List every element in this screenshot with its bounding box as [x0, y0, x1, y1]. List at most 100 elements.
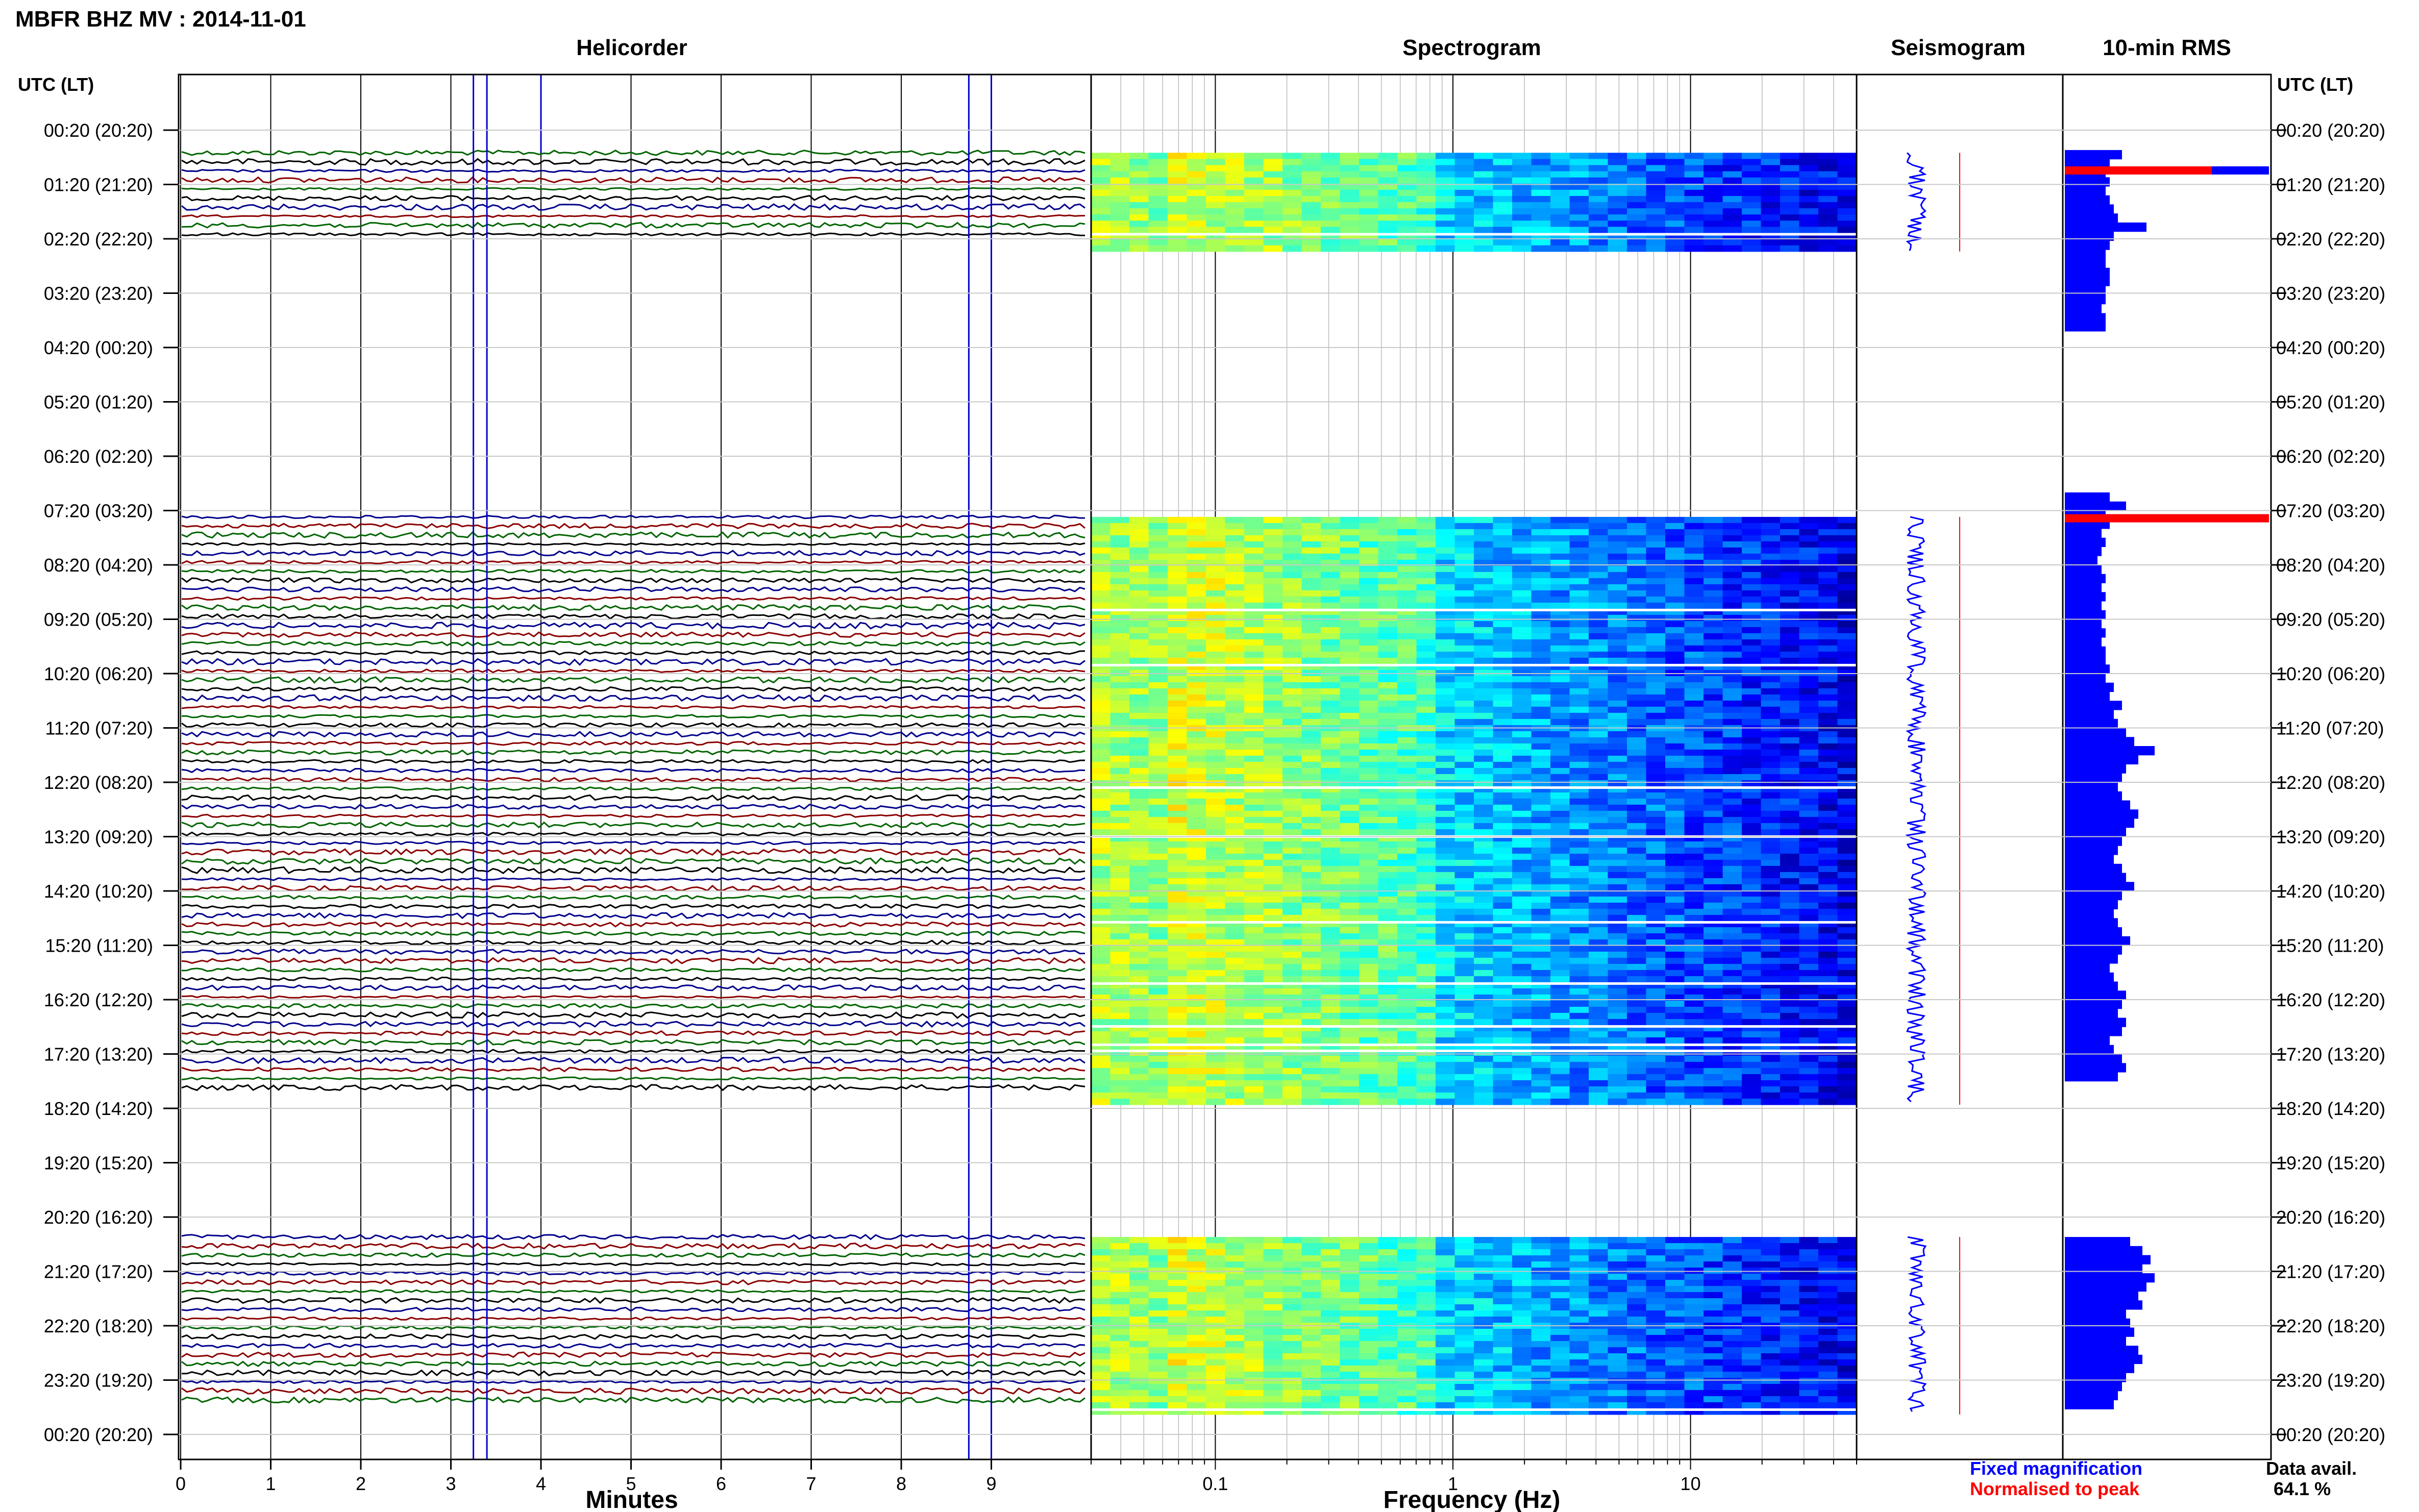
- spectrogram-cell: [1244, 896, 1264, 903]
- helicorder-trace: [181, 560, 1085, 564]
- spectrogram-cell: [1225, 847, 1245, 854]
- spectrogram-cell: [1321, 183, 1341, 190]
- spectrogram-cell: [1454, 749, 1474, 756]
- spectrogram-cell: [1129, 1274, 1149, 1280]
- spectrogram-cell: [1799, 239, 1819, 246]
- spectrogram-cell: [1436, 872, 1455, 879]
- spectrogram-cell: [1569, 1243, 1589, 1250]
- spectrogram-cell: [1589, 1261, 1609, 1268]
- spectrogram-cell: [1168, 651, 1188, 658]
- spectrogram-cell: [1569, 1255, 1589, 1262]
- spectrogram-cell: [1550, 737, 1570, 744]
- spectrogram-cell: [1474, 700, 1494, 707]
- spectrogram-cell: [1627, 535, 1647, 542]
- spectrogram-cell: [1110, 614, 1130, 622]
- spectrogram-cell: [1263, 1255, 1283, 1262]
- spectrogram-cell: [1091, 1286, 1111, 1293]
- spectrogram-cell: [1301, 749, 1321, 756]
- spectrogram-cell: [1569, 933, 1589, 940]
- spectrogram-cell: [1646, 890, 1666, 897]
- spectrogram-cell: [1550, 165, 1570, 172]
- spectrogram-cell: [1359, 645, 1379, 652]
- spectrogram-cell: [1378, 639, 1398, 646]
- spectrogram-cell: [1091, 239, 1111, 246]
- spectrogram-cell: [1091, 1000, 1111, 1007]
- spectrogram-cell: [1321, 1092, 1341, 1099]
- spectrogram-cell: [1646, 847, 1666, 854]
- helicorder-trace: [181, 194, 1085, 202]
- spectrogram-cell: [1416, 927, 1436, 934]
- spectrogram-cell: [1359, 1261, 1379, 1268]
- spectrogram-cell: [1436, 706, 1455, 713]
- spectrogram-cell: [1244, 957, 1264, 964]
- spectrogram-cell: [1799, 737, 1819, 744]
- spectrogram-cell: [1704, 165, 1723, 172]
- spectrogram-cell: [1780, 529, 1800, 536]
- spectrogram-cell: [1569, 565, 1589, 573]
- spectrogram-cell: [1684, 1037, 1704, 1044]
- spectrogram-cell: [1531, 1249, 1551, 1256]
- spectrogram-cell: [1301, 1012, 1321, 1020]
- spectrogram-cell: [1436, 1268, 1455, 1274]
- spectrogram-cell: [1168, 590, 1188, 597]
- spectrogram-cell: [1301, 853, 1321, 860]
- spectrogram-cell: [1321, 823, 1341, 830]
- spectrogram-cell: [1301, 676, 1321, 683]
- spectrogram-cell: [1206, 933, 1226, 940]
- spectrogram-cell: [1129, 596, 1149, 603]
- spectrogram-cell: [1837, 798, 1857, 805]
- spectrogram-cell: [1837, 202, 1857, 209]
- spectrogram-cell: [1225, 755, 1245, 762]
- spectrogram-cell: [1397, 1249, 1417, 1256]
- spectrogram-cell: [1148, 596, 1168, 603]
- spectrogram-cell: [1225, 816, 1245, 824]
- spectrogram-cell: [1321, 872, 1341, 879]
- spectrogram-cell: [1818, 718, 1838, 726]
- spectrogram-cell: [1436, 208, 1455, 215]
- spectrogram-cell: [1416, 627, 1436, 634]
- spectrogram-cell: [1110, 1255, 1130, 1262]
- spectrogram-cell: [1665, 202, 1685, 209]
- spectrogram-cell: [1416, 516, 1436, 524]
- spectrogram-cell: [1608, 682, 1627, 689]
- spectrogram-cell: [1187, 853, 1206, 860]
- spectrogram-cell: [1799, 1061, 1819, 1069]
- spectrogram-cell: [1569, 1080, 1589, 1087]
- spectrogram-cell: [1627, 859, 1647, 866]
- helicorder-trace: [181, 912, 1085, 920]
- spectrogram-cell: [1187, 165, 1206, 172]
- spectrogram-cell: [1301, 1274, 1321, 1280]
- spectrogram-cell: [1321, 547, 1341, 554]
- spectrogram-cell: [1761, 963, 1781, 971]
- spectrogram-cell: [1091, 171, 1111, 178]
- spectrogram-cell: [1148, 712, 1168, 720]
- spectrogram-cell: [1531, 614, 1551, 622]
- spectrogram-cell: [1665, 749, 1685, 756]
- spectrogram-cell: [1837, 529, 1857, 536]
- spectrogram-cell: [1627, 902, 1647, 909]
- spectrogram-cell: [1799, 1286, 1819, 1293]
- spectrogram-cell: [1244, 933, 1264, 940]
- spectrogram-cell: [1359, 165, 1379, 172]
- spectrogram-cell: [1722, 159, 1742, 166]
- spectrogram-cell: [1282, 584, 1302, 591]
- spectrogram-cell: [1799, 731, 1819, 738]
- spectrogram-cell: [1608, 165, 1627, 172]
- spectrogram-cell: [1799, 627, 1819, 634]
- spectrogram-cell: [1416, 841, 1436, 848]
- spectrogram-cell: [1359, 1068, 1379, 1075]
- spectrogram-cell: [1837, 1080, 1857, 1087]
- spectrogram-cell: [1512, 902, 1532, 909]
- spectrogram-cell: [1589, 1098, 1609, 1105]
- spectrogram-cell: [1225, 688, 1245, 695]
- spectrogram-cell: [1206, 816, 1226, 824]
- spectrogram-cell: [1474, 847, 1494, 854]
- spectrogram-cell: [1646, 651, 1666, 658]
- spectrogram-cell: [1608, 1280, 1627, 1286]
- helicorder-trace: [181, 176, 1085, 184]
- spectrogram-cell: [1206, 798, 1226, 805]
- spectrogram-cell: [1589, 908, 1609, 915]
- spectrogram-cell: [1206, 761, 1226, 769]
- spectrogram-cell: [1206, 614, 1226, 622]
- spectrogram-cell: [1301, 1055, 1321, 1062]
